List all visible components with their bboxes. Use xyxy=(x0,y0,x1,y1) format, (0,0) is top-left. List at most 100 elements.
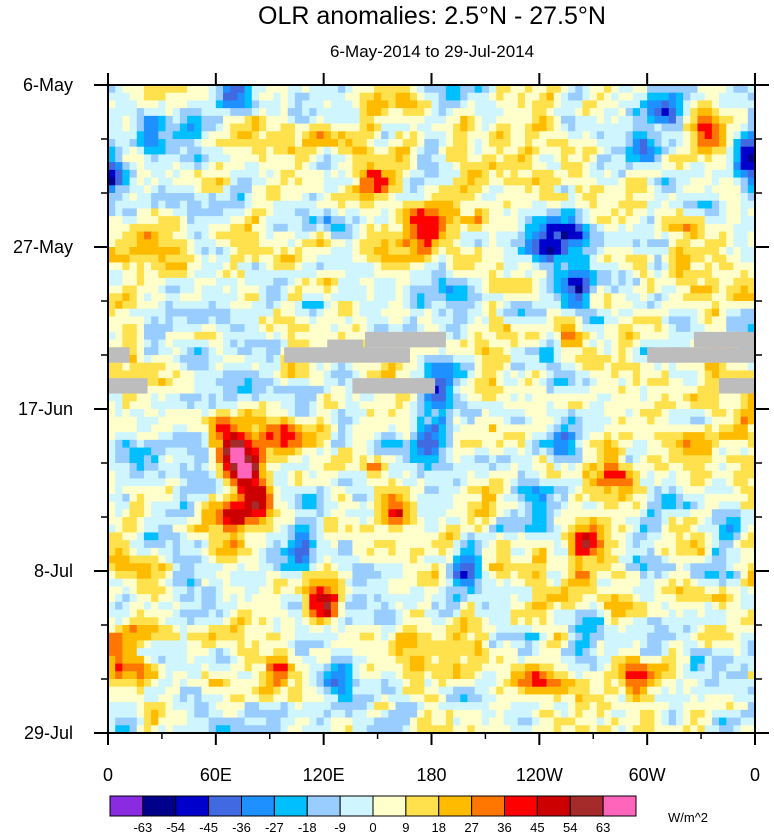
field-cell xyxy=(532,385,540,395)
field-cell xyxy=(165,493,174,503)
field-cell xyxy=(223,85,231,94)
field-cell xyxy=(424,347,433,356)
field-cell xyxy=(115,231,123,240)
field-cell xyxy=(632,277,641,287)
field-cell xyxy=(460,177,469,186)
field-cell xyxy=(330,324,339,333)
field-cell xyxy=(366,401,375,410)
field-cell xyxy=(639,463,648,472)
field-cell xyxy=(165,439,174,449)
field-cell xyxy=(560,239,569,248)
field-cell xyxy=(208,355,217,364)
field-cell xyxy=(445,409,454,418)
field-cell xyxy=(417,231,425,240)
field-cell xyxy=(639,115,648,125)
field-cell xyxy=(675,115,684,125)
field-cell xyxy=(654,177,663,186)
field-cell xyxy=(215,100,224,109)
field-cell xyxy=(108,223,116,233)
field-cell xyxy=(402,401,411,410)
field-cell xyxy=(438,115,447,125)
field-cell xyxy=(402,177,411,186)
field-cell xyxy=(611,146,620,156)
field-cell xyxy=(223,409,231,418)
field-cell xyxy=(445,154,454,163)
field-cell xyxy=(611,200,620,210)
field-cell xyxy=(122,463,131,472)
field-cell xyxy=(654,115,663,125)
field-cell xyxy=(503,254,512,264)
field-cell xyxy=(388,447,397,456)
field-cell xyxy=(345,169,354,179)
field-cell xyxy=(302,92,310,102)
field-cell xyxy=(711,208,720,217)
field-cell xyxy=(647,262,655,271)
field-cell xyxy=(481,139,490,148)
field-cell xyxy=(639,331,648,341)
field-cell xyxy=(503,231,512,240)
field-cell xyxy=(560,208,569,217)
field-cell xyxy=(654,200,663,210)
field-cell xyxy=(517,92,526,102)
field-cell xyxy=(719,401,727,410)
field-cell xyxy=(524,92,533,102)
field-cell xyxy=(302,216,310,225)
field-cell xyxy=(445,185,454,194)
field-cell xyxy=(366,277,375,287)
field-cell xyxy=(280,463,289,472)
field-cell xyxy=(244,162,253,171)
field-cell xyxy=(129,355,138,364)
field-cell xyxy=(366,108,375,117)
field-cell xyxy=(251,200,260,210)
field-cell xyxy=(568,185,576,194)
field-cell xyxy=(258,277,267,287)
field-cell xyxy=(381,439,389,449)
field-cell xyxy=(122,324,131,333)
field-cell xyxy=(194,239,203,248)
field-cell xyxy=(330,254,339,264)
field-cell xyxy=(316,316,325,325)
field-cell xyxy=(553,85,562,94)
field-cell xyxy=(654,139,663,148)
field-cell xyxy=(237,223,246,233)
field-cell xyxy=(503,447,512,456)
field-cell xyxy=(438,146,447,156)
field-cell xyxy=(697,223,706,233)
field-cell xyxy=(661,385,670,395)
field-cell xyxy=(510,416,519,426)
field-cell xyxy=(510,92,519,102)
field-cell xyxy=(445,100,454,109)
field-cell xyxy=(359,254,368,264)
field-cell xyxy=(352,185,361,194)
field-cell xyxy=(596,262,605,271)
field-cell xyxy=(373,308,382,318)
field-cell xyxy=(366,439,375,449)
field-cell xyxy=(273,470,282,480)
field-cell xyxy=(517,208,526,217)
field-cell xyxy=(359,85,368,94)
field-cell xyxy=(711,254,720,264)
field-cell xyxy=(316,509,325,518)
field-cell xyxy=(201,216,210,225)
field-cell xyxy=(302,478,310,487)
field-cell xyxy=(747,293,756,302)
field-cell xyxy=(237,185,246,194)
field-cell xyxy=(381,470,389,480)
field-cell xyxy=(460,339,469,348)
field-cell xyxy=(517,463,526,472)
field-cell xyxy=(697,393,706,402)
field-cell xyxy=(726,146,735,156)
field-cell xyxy=(697,177,706,186)
field-cell xyxy=(647,370,655,379)
field-cell xyxy=(359,424,368,433)
field-cell xyxy=(517,239,526,248)
field-cell xyxy=(719,324,727,333)
field-cell xyxy=(438,486,447,495)
field-cell xyxy=(596,193,605,202)
field-cell xyxy=(675,262,684,271)
field-cell xyxy=(668,100,677,109)
field-cell xyxy=(668,262,677,271)
field-cell xyxy=(697,247,706,256)
field-cell xyxy=(575,463,584,472)
field-cell xyxy=(151,139,159,148)
